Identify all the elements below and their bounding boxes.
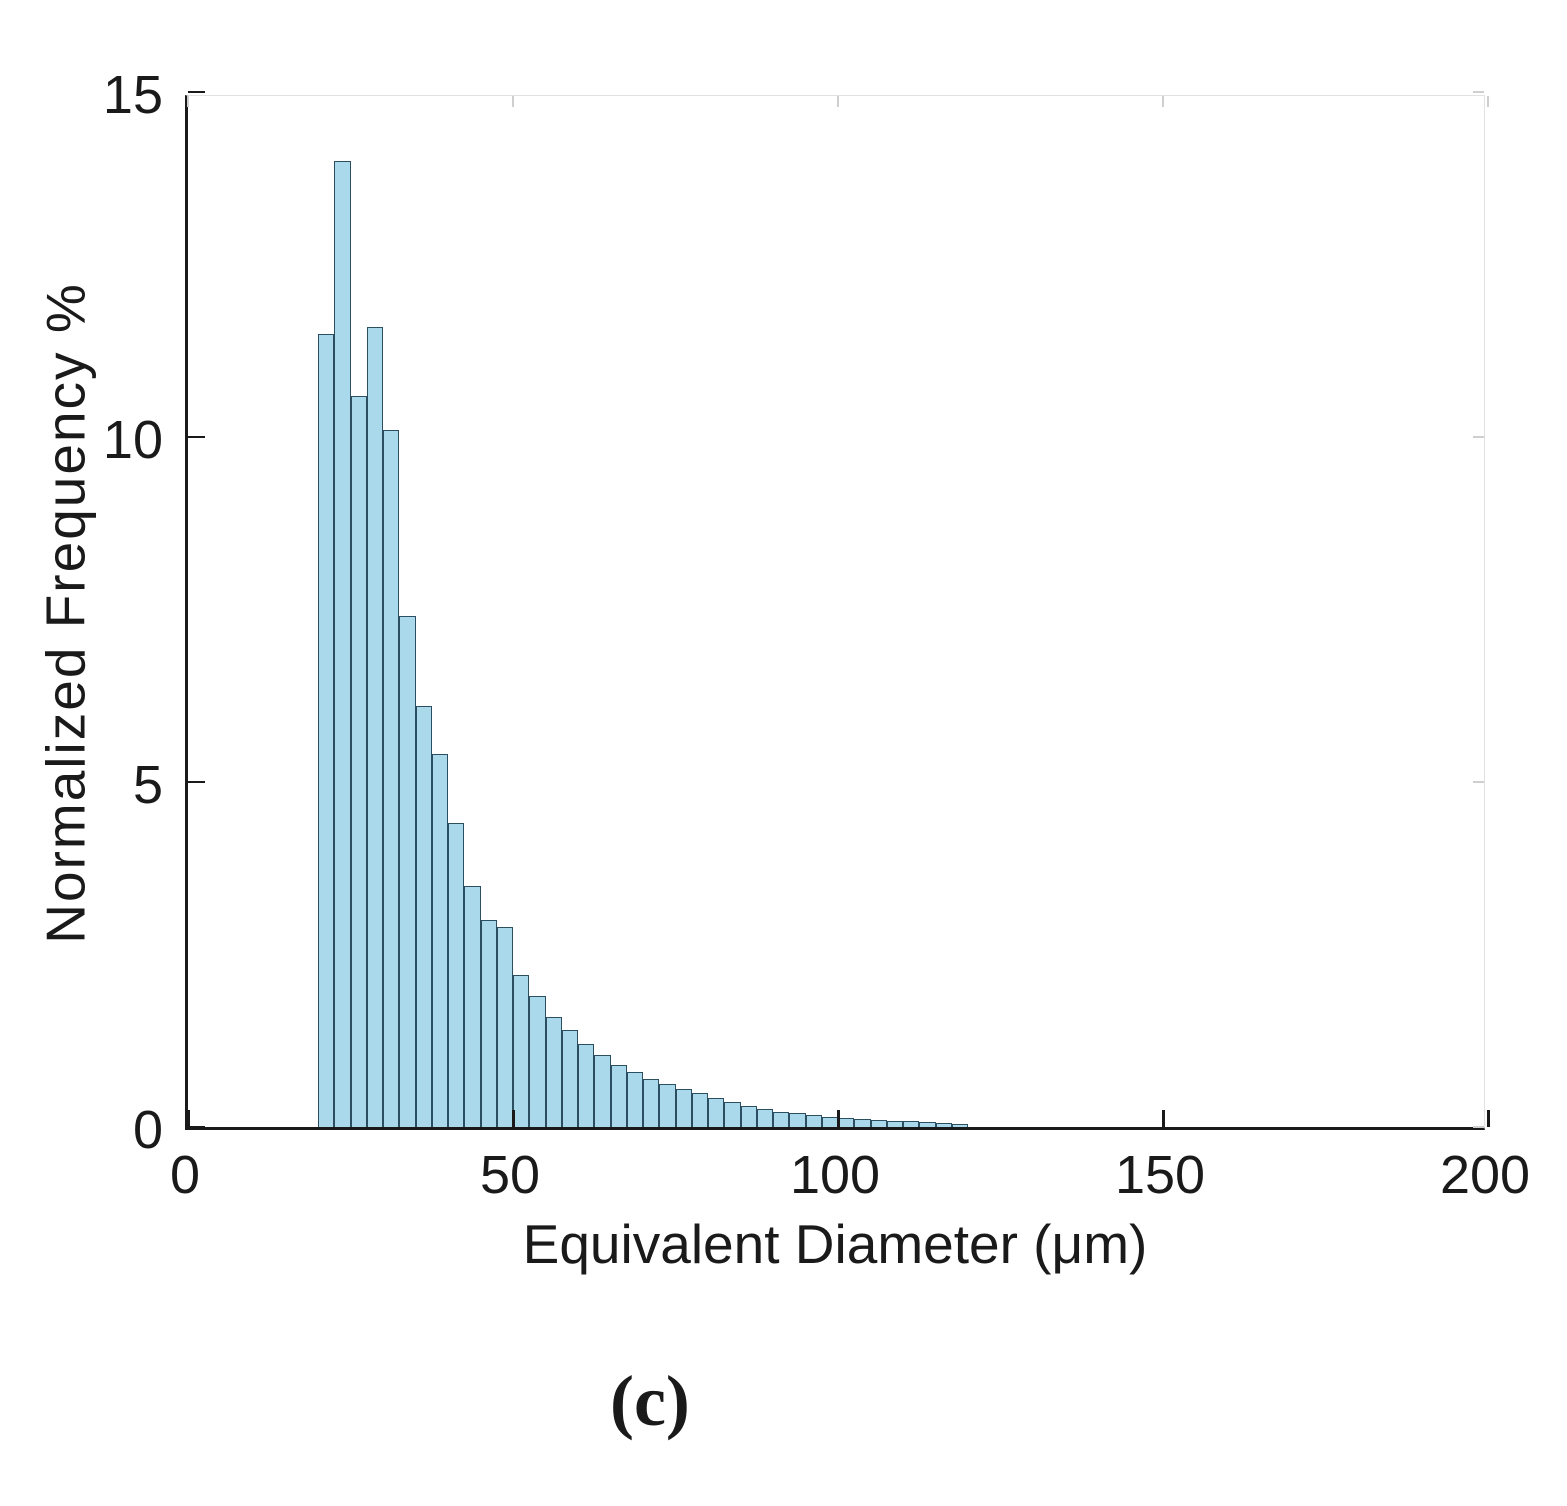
histogram-bar <box>724 1102 741 1127</box>
x-tick-mark-top <box>187 96 189 107</box>
histogram-bar <box>464 885 481 1127</box>
histogram-bar <box>415 706 432 1127</box>
bars-container <box>188 96 1484 1127</box>
x-tick-label: 0 <box>169 1145 201 1205</box>
y-tick-label: 0 <box>132 1100 163 1160</box>
histogram-bar <box>496 926 513 1127</box>
histogram-bar <box>903 1121 920 1127</box>
histogram-bar <box>399 616 416 1127</box>
histogram-bar <box>350 395 367 1127</box>
histogram-bar <box>675 1089 692 1127</box>
histogram-bar <box>610 1064 627 1127</box>
histogram-bar <box>318 333 335 1127</box>
histogram-bar <box>480 920 497 1127</box>
y-tick-mark <box>188 90 205 93</box>
y-tick-mark <box>188 780 205 783</box>
x-tick-mark <box>837 1110 840 1127</box>
histogram-bar <box>431 754 448 1127</box>
x-tick-mark-top <box>512 96 514 107</box>
y-tick-label: 15 <box>102 65 163 125</box>
histogram-bar <box>513 975 530 1127</box>
figure-caption: (c) <box>610 1361 690 1441</box>
histogram-bar <box>886 1120 903 1127</box>
histogram-bar <box>951 1123 968 1127</box>
y-tick-mark-right <box>1473 436 1484 438</box>
histogram-bar <box>935 1122 952 1127</box>
x-tick-mark <box>1487 1110 1490 1127</box>
y-tick-label: 5 <box>132 755 163 815</box>
plot-area <box>185 90 1490 1130</box>
x-tick-label: 200 <box>1439 1145 1531 1205</box>
histogram-bar <box>561 1030 578 1127</box>
histogram-bar <box>659 1084 676 1127</box>
x-tick-mark-top <box>1487 96 1489 107</box>
histogram-bar <box>529 995 546 1127</box>
x-tick-mark <box>1162 1110 1165 1127</box>
histogram-bar <box>756 1109 773 1127</box>
histogram-bar <box>821 1116 838 1127</box>
x-tick-mark <box>187 1110 190 1127</box>
y-tick-label: 10 <box>102 410 163 470</box>
histogram-bar <box>919 1122 936 1127</box>
histogram-bar <box>805 1115 822 1127</box>
histogram-bar <box>708 1098 725 1127</box>
histogram-bar <box>740 1106 757 1127</box>
histogram-bar <box>594 1054 611 1127</box>
y-tick-mark-right <box>1473 1126 1484 1128</box>
y-tick-mark <box>188 435 205 438</box>
histogram-bar <box>691 1092 708 1127</box>
x-tick-label: 50 <box>479 1145 541 1205</box>
histogram-bar <box>366 326 383 1127</box>
histogram-bar <box>773 1111 790 1127</box>
histogram-bar <box>854 1118 871 1127</box>
x-axis-label: Equivalent Diameter (μm) <box>522 1213 1148 1275</box>
x-tick-label: 150 <box>1114 1145 1206 1205</box>
x-tick-mark-top <box>837 96 839 107</box>
histogram-bar <box>789 1113 806 1127</box>
histogram-bar <box>545 1016 562 1127</box>
y-tick-mark-right <box>1473 781 1484 783</box>
histogram-chart: Equivalent Diameter (μm) Normalized Freq… <box>35 65 1531 1275</box>
histogram-bar <box>334 161 351 1127</box>
histogram-bar <box>643 1078 660 1127</box>
histogram-bar <box>870 1120 887 1127</box>
histogram-bar <box>838 1118 855 1127</box>
y-tick-mark <box>188 1125 205 1128</box>
y-axis-label: Normalized Frequency % <box>34 281 97 944</box>
x-tick-mark-top <box>1162 96 1164 107</box>
x-tick-label: 100 <box>789 1145 881 1205</box>
histogram-bar <box>448 823 465 1127</box>
histogram-bar <box>383 430 400 1127</box>
x-tick-mark <box>512 1110 515 1127</box>
histogram-bar <box>626 1071 643 1127</box>
y-tick-mark-right <box>1473 91 1484 93</box>
histogram-bar <box>578 1044 595 1127</box>
